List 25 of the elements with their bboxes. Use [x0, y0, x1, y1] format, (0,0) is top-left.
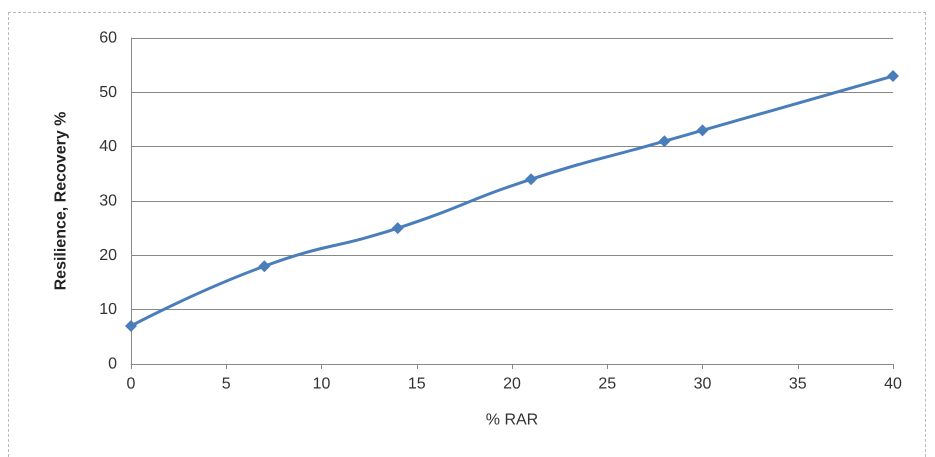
point — [696, 124, 708, 136]
y-axis-title: Resilience, Recovery % — [52, 112, 70, 290]
y-tick-label: 40 — [99, 138, 118, 156]
x-tick-label: 35 — [788, 376, 807, 392]
point — [392, 222, 404, 234]
y-tick-label: 50 — [99, 84, 118, 101]
x-tick-label: 30 — [694, 376, 712, 392]
x-tick-label: 5 — [222, 376, 231, 392]
x-axis-title: % RAR — [486, 412, 538, 428]
x-tick-label: 25 — [598, 376, 616, 392]
x-tick-label: 20 — [503, 376, 521, 392]
point — [525, 173, 538, 186]
y-tick-label: 30 — [99, 192, 118, 210]
y-tick-label: 60 — [99, 30, 118, 46]
point — [887, 70, 899, 82]
point — [258, 260, 270, 272]
x-tick-label: 0 — [126, 376, 136, 392]
x-tick-label: 40 — [884, 376, 902, 392]
point — [658, 135, 670, 148]
y-tick-label: 0 — [108, 356, 118, 372]
y-tick-label: 10 — [99, 301, 118, 318]
point — [125, 320, 137, 332]
x-tick-label: 10 — [312, 376, 330, 392]
y-tick-label: 20 — [99, 246, 118, 264]
x-tick-label: 15 — [408, 376, 426, 392]
